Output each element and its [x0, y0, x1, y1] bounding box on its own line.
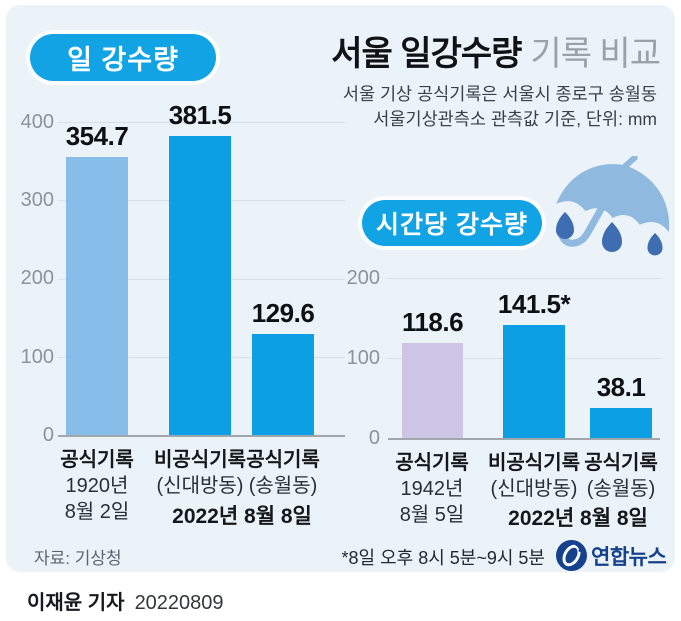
- bar-value-label: 38.1: [596, 372, 646, 402]
- bar-rect-hourly-3: [590, 408, 652, 438]
- shared-date-daily: 2022년 8월 8일: [172, 505, 312, 528]
- byline-date: 20220809: [134, 592, 224, 614]
- bar-value-label: 141.5*: [497, 289, 571, 319]
- bar-value-label: 129.6: [251, 298, 315, 328]
- byline: 이재윤 기자 20220809: [27, 586, 224, 615]
- ytick-hourly-100: 100: [346, 347, 380, 369]
- xlabel-line: 공식기록: [584, 452, 658, 474]
- bar-hourly-official-2022: 38.1: [590, 372, 652, 438]
- xlabel-line: 공식기록: [60, 449, 134, 471]
- xlabel-line: 공식기록: [246, 449, 320, 471]
- page-subtitle: 서울 기상 공식기록은 서울시 종로구 송월동 서울기상관측소 관측값 기준, …: [343, 82, 657, 133]
- ytick-daily-100: 100: [20, 346, 54, 368]
- plot-hourly: 118.6 141.5* 38.1: [388, 278, 660, 440]
- badge-daily-rainfall: 일 강수량: [30, 34, 216, 81]
- bar-rect-daily-1: [66, 157, 128, 435]
- yonhap-logo-text: 연합뉴스: [591, 545, 667, 569]
- xlabel-line: 1942년: [400, 478, 464, 500]
- umbrella-icon: [556, 156, 670, 256]
- bar-daily-unofficial-2022: 381.5: [168, 100, 232, 435]
- bar-value-label: 381.5: [168, 100, 232, 130]
- gridline: [58, 122, 345, 123]
- bar-value-label: 118.6: [401, 307, 464, 337]
- bar-daily-official-2022: 129.6: [251, 298, 315, 435]
- ytick-daily-200: 200: [20, 267, 54, 289]
- page-title-main: 서울 일강수량: [331, 35, 522, 73]
- xlabel-hourly-1: 공식기록 1942년 8월 5일: [376, 450, 488, 528]
- xlabel-hourly-2: 비공식기록 (신대방동): [478, 450, 590, 502]
- badge-hourly-rainfall: 시간당 강수량: [362, 200, 542, 246]
- xlabel-line: 1920년: [65, 475, 129, 497]
- xlabel-daily-2: 비공식기록 (신대방동): [144, 447, 256, 499]
- yonhap-logo-icon: [556, 540, 587, 571]
- xlabel-hourly-3: 공식기록 (송월동): [565, 450, 677, 502]
- bar-rect-hourly-2: [503, 325, 565, 438]
- ytick-daily-0: 0: [42, 424, 54, 446]
- shared-date-hourly: 2022년 8월 8일: [508, 507, 648, 530]
- bar-hourly-unofficial-2022: 141.5*: [498, 289, 571, 438]
- ytick-hourly-0: 0: [368, 427, 380, 449]
- bar-daily-official-1920: 354.7: [65, 121, 129, 435]
- subtitle-line-1: 서울 기상 공식기록은 서울시 종로구 송월동: [342, 84, 657, 104]
- xlabel-line: 비공식기록: [488, 452, 580, 474]
- page-title: 서울 일강수량 기록 비교: [331, 26, 661, 75]
- asterisk-note: *8일 오후 8시 5분~9시 5분: [341, 548, 546, 568]
- reporter-name: 이재윤 기자: [27, 592, 125, 614]
- xlabel-line: (신대방동): [490, 478, 578, 500]
- xlabel-line: 8월 2일: [64, 501, 130, 523]
- bar-rect-daily-3: [252, 334, 314, 435]
- bar-value-label: 354.7: [65, 121, 129, 151]
- xlabel-line: (신대방동): [156, 475, 244, 497]
- plot-daily: 354.7 381.5 129.6: [58, 100, 345, 437]
- ytick-daily-400: 400: [20, 111, 54, 133]
- yonhap-logo: 연합뉴스: [556, 540, 667, 571]
- xlabel-daily-1: 공식기록 1920년 8월 2일: [41, 447, 153, 525]
- xlabel-line: (송월동): [248, 475, 318, 497]
- xlabel-line: 비공식기록: [154, 449, 246, 471]
- gridline: [388, 278, 660, 279]
- xlabel-line: 공식기록: [395, 452, 469, 474]
- xlabel-line: 8월 5일: [399, 504, 465, 526]
- ytick-daily-300: 300: [20, 189, 54, 211]
- subtitle-line-2: 서울기상관측소 관측값 기준, 단위: mm: [373, 109, 657, 130]
- source-label: 자료: 기상청: [34, 549, 122, 568]
- bar-rect-hourly-1: [402, 343, 463, 438]
- bar-rect-daily-2: [169, 136, 231, 435]
- bar-hourly-official-1942: 118.6: [401, 307, 464, 438]
- ytick-hourly-200: 200: [346, 267, 380, 289]
- xlabel-line: (송월동): [586, 478, 656, 500]
- page-title-sub: 기록 비교: [530, 35, 661, 73]
- xlabel-daily-3: 공식기록 (송월동): [227, 447, 339, 499]
